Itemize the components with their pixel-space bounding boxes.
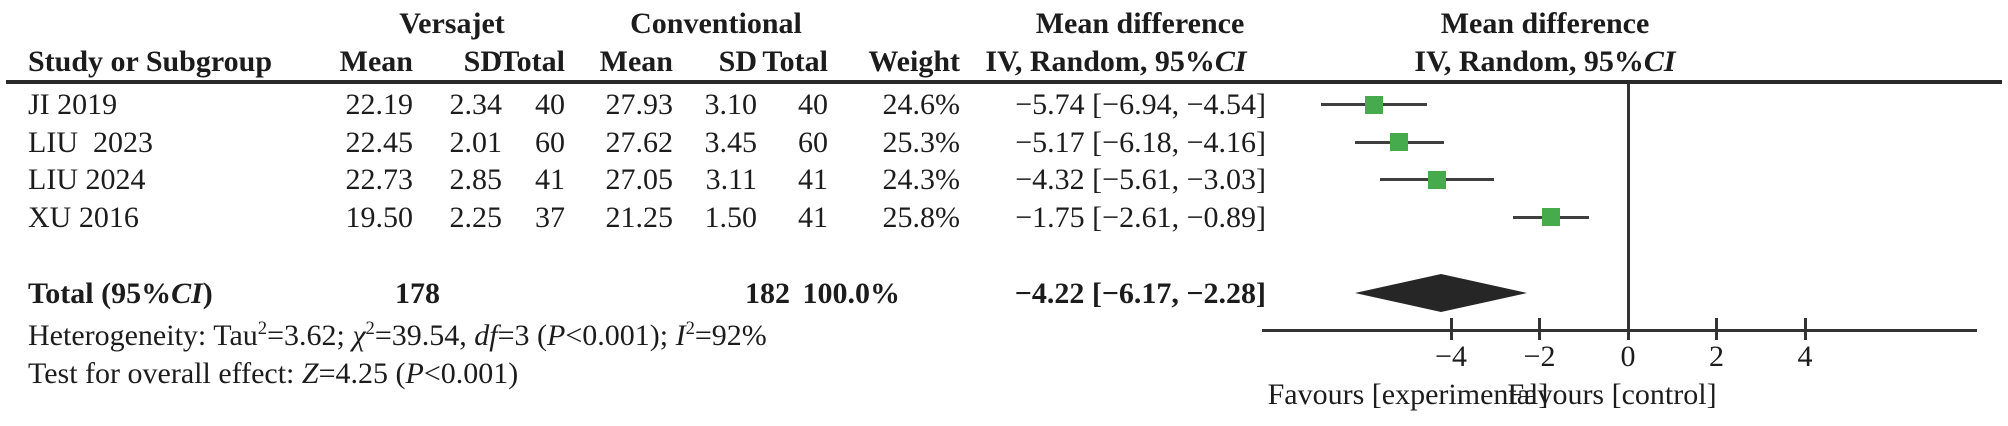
col-header-versajet-mean: Mean — [339, 45, 413, 78]
axis-tick-label: 4 — [1797, 340, 1813, 373]
versajet-sd: 2.01 — [449, 125, 503, 159]
col-header-method-plot: IV, Random, 95%CI — [1414, 45, 1676, 78]
summary-diamond — [1354, 274, 1528, 312]
conventional-mean: 27.62 — [605, 125, 674, 159]
study-row: LIU 2023 22.45 2.01 60 27.62 3.45 60 25.… — [0, 124, 2008, 161]
axis-tick-label: −4 — [1435, 340, 1467, 373]
study-name: LIU 2024 — [28, 163, 146, 196]
overall-effect-row: Test for overall effect: Z=4.25 (P<0.001… — [0, 355, 2008, 392]
versajet-total: 41 — [535, 163, 565, 196]
zero-line — [1626, 84, 1630, 332]
axis-tick-label: −2 — [1523, 340, 1556, 373]
effect-square — [1365, 95, 1383, 114]
effect-square — [1541, 208, 1560, 226]
heterogeneity-text: Heterogeneity: Tau2=3.62; χ2=39.54, df=3… — [28, 318, 767, 352]
versajet-sd: 2.85 — [449, 163, 503, 196]
axis-tick — [1803, 318, 1807, 340]
versajet-total: 40 — [535, 88, 565, 121]
md-plot-title: Mean difference — [1440, 7, 1650, 40]
conventional-mean: 27.93 — [605, 88, 674, 121]
conventional-sd: 1.50 — [704, 200, 758, 234]
favours-left-label: Favours [experimental] — [1267, 378, 1549, 411]
total-conventional-n: 182 — [745, 277, 790, 310]
study-name: LIU 2023 — [28, 125, 153, 159]
group-header-conventional: Conventional — [630, 7, 802, 40]
col-header-conventional-sd: SD — [718, 45, 757, 78]
col-header-versajet-sd: SD — [463, 45, 502, 78]
total-label: Total (95%CI) — [28, 277, 213, 310]
versajet-mean: 19.50 — [345, 200, 414, 234]
conventional-sd: 3.10 — [704, 88, 758, 121]
overall-effect-text: Test for overall effect: Z=4.25 (P<0.001… — [28, 357, 519, 390]
axis-tick — [1538, 318, 1541, 340]
study-md-ci-text: −5.74 [−6.94, −4.54] — [1015, 88, 1266, 121]
total-versajet-n: 178 — [395, 277, 440, 310]
study-md-ci-text: −4.32 [−5.61, −3.03] — [1015, 163, 1266, 196]
conventional-total: 40 — [798, 88, 828, 121]
axis-tick — [1626, 318, 1630, 340]
conventional-sd: 3.45 — [704, 125, 758, 159]
conventional-mean: 27.05 — [605, 163, 674, 196]
versajet-total: 60 — [535, 125, 565, 159]
conventional-total: 60 — [798, 125, 828, 159]
col-header-conventional-total: Total — [762, 45, 828, 78]
col-header-conventional-mean: Mean — [599, 45, 673, 78]
conventional-sd: 3.11 — [705, 163, 757, 196]
col-header-method-text: IV, Random, 95%CI — [985, 45, 1247, 78]
study-row: LIU 2024 22.73 2.85 41 27.05 3.11 41 24.… — [0, 161, 2008, 198]
effect-square — [1390, 133, 1409, 151]
heterogeneity-row: Heterogeneity: Tau2=3.62; χ2=39.54, df=3… — [0, 317, 2008, 354]
total-row: Total (95%CI) 178 182 100.0% −4.22 [−6.1… — [0, 275, 2008, 312]
study-md-ci-text: −1.75 [−2.61, −0.89] — [1015, 200, 1266, 234]
header-rule — [6, 80, 2002, 84]
study-weight: 25.8% — [882, 200, 961, 234]
total-weight: 100.0% — [802, 277, 901, 310]
axis-tick-label: 0 — [1620, 340, 1636, 373]
axis-tick-label: 2 — [1709, 340, 1724, 373]
conventional-total: 41 — [798, 200, 828, 234]
versajet-mean: 22.45 — [345, 125, 414, 159]
total-md-ci-text: −4.22 [−6.17, −2.28] — [1014, 277, 1266, 310]
versajet-mean: 22.19 — [345, 88, 414, 121]
col-header-weight: Weight — [868, 45, 960, 78]
group-header-versajet: Versajet — [399, 7, 505, 40]
group-header-row: Versajet Conventional Mean difference Me… — [0, 5, 2008, 42]
study-row: XU 2016 19.50 2.25 37 21.25 1.50 41 25.8… — [0, 199, 2008, 236]
effect-square — [1427, 170, 1446, 189]
study-name: XU 2016 — [28, 200, 139, 234]
axis-tick — [1449, 318, 1453, 340]
md-column-title: Mean difference — [1035, 7, 1245, 40]
versajet-mean: 22.73 — [345, 163, 414, 196]
column-header-row: Study or Subgroup Mean SD Total Mean SD … — [0, 43, 2008, 80]
versajet-total: 37 — [535, 200, 565, 234]
col-header-study: Study or Subgroup — [28, 45, 273, 78]
conventional-total: 41 — [798, 163, 828, 196]
study-weight: 24.3% — [882, 163, 961, 196]
study-name: JI 2019 — [28, 88, 118, 121]
favours-right-label: Favours [control] — [1507, 378, 1717, 411]
col-header-versajet-total: Total — [499, 45, 565, 78]
study-md-ci-text: −5.17 [−6.18, −4.16] — [1015, 125, 1266, 159]
study-weight: 24.6% — [882, 88, 961, 121]
study-weight: 25.3% — [882, 125, 961, 159]
versajet-sd: 2.25 — [449, 200, 503, 234]
x-axis-line — [1262, 328, 1977, 332]
study-row: JI 2019 22.19 2.34 40 27.93 3.10 40 24.6… — [0, 86, 2008, 123]
versajet-sd: 2.34 — [449, 88, 503, 121]
axis-tick — [1715, 318, 1718, 340]
conventional-mean: 21.25 — [605, 200, 674, 234]
